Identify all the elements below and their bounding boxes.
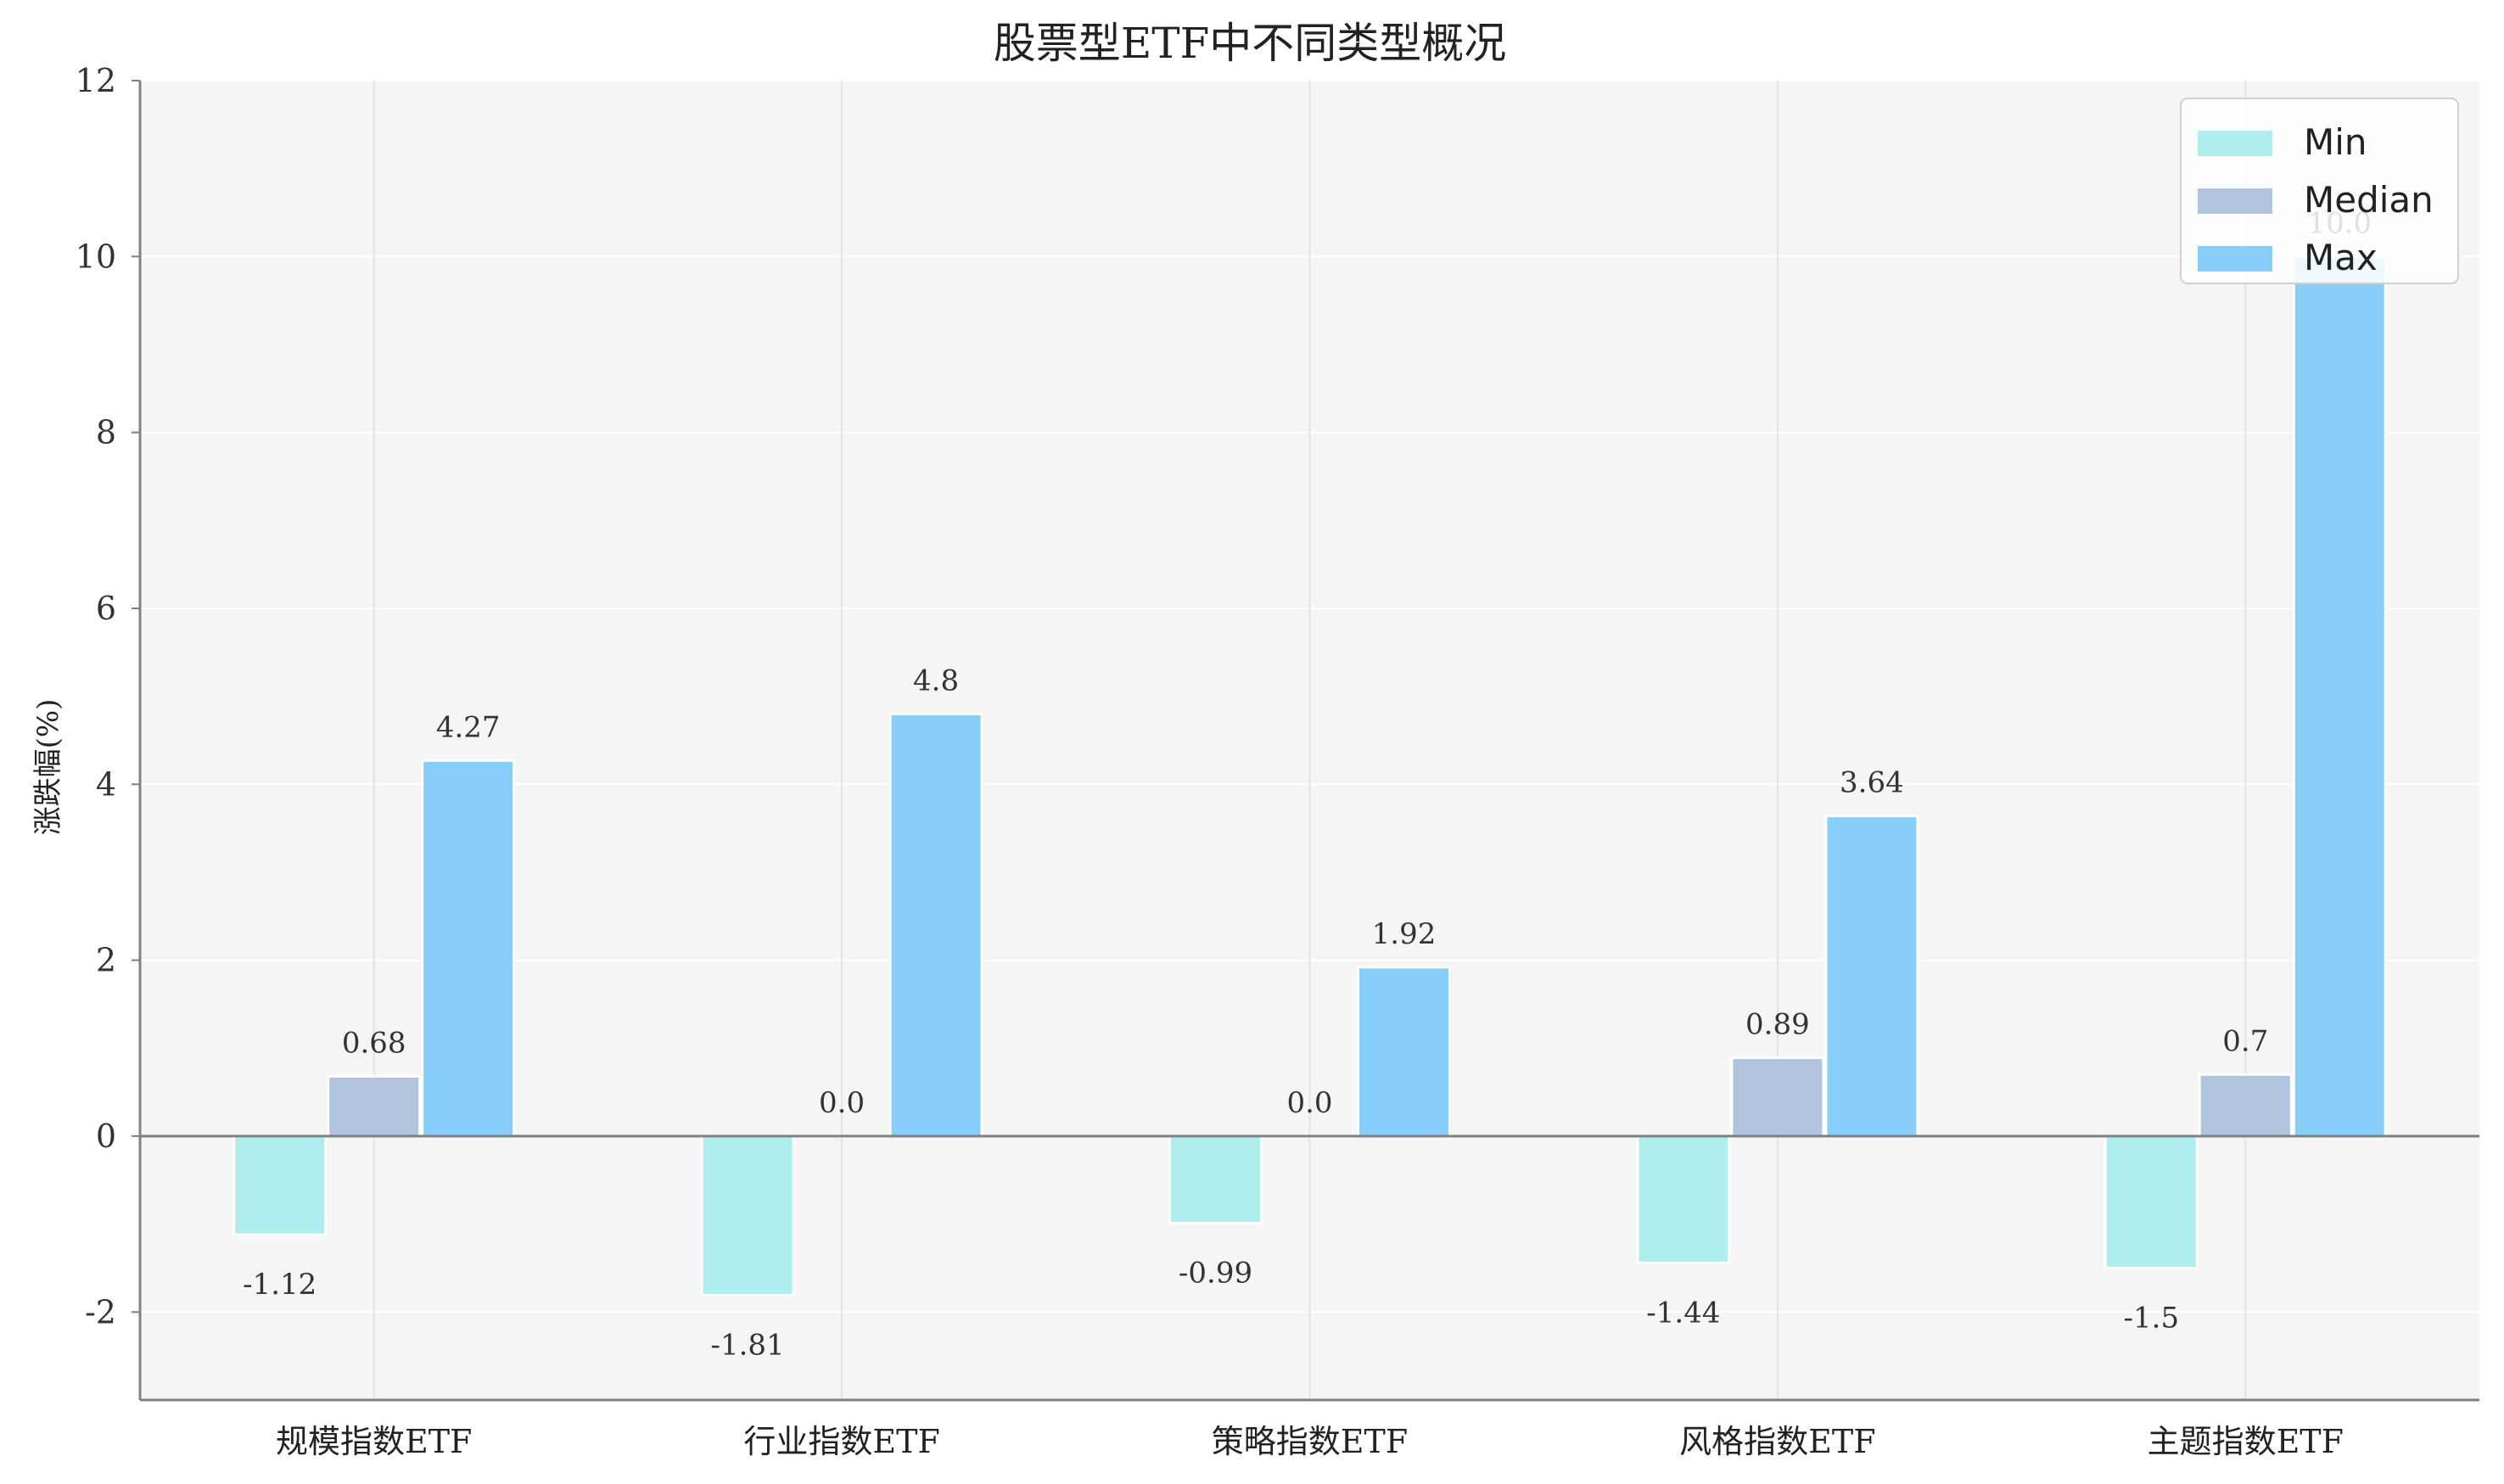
data-label: -1.12 [243,1268,317,1302]
y-tick-label: -2 [85,1293,116,1330]
bar-max [1357,966,1451,1138]
x-tick-label: 策略指数ETF [1212,1423,1408,1460]
data-label: 0.7 [2222,1024,2268,1058]
bar-max [421,759,516,1138]
y-tick-label: 4 [96,765,116,803]
bar-max [2292,255,2387,1138]
data-label: 4.8 [913,664,959,697]
y-tick-label: 2 [96,942,116,979]
x-tick-label: 风格指数ETF [1679,1423,1875,1460]
y-axis-label: 涨跌幅(%) [31,699,65,836]
data-label: 4.27 [436,710,501,744]
x-tick-label: 主题指数ETF [2148,1423,2344,1460]
plot-area: -1.12 -1.81 -0.99 -1.44 -1.5 0.68 0.0 0.0 0.89 0.… [76,62,2479,1460]
bar-min [1636,1134,1731,1264]
x-tick-label: 行业指数ETF [743,1423,939,1460]
data-label: -1.44 [1646,1296,1720,1330]
bar-max [888,712,983,1138]
legend-label-min: Min [2304,121,2367,163]
legend-swatch-max [2198,246,2272,272]
bar-max [1824,815,1919,1138]
data-label: 0.0 [1286,1086,1332,1120]
y-tick-label: 6 [96,590,116,627]
data-label: -1.5 [2124,1302,2180,1336]
legend-swatch-median [2198,188,2272,214]
y-tick-label: 8 [96,414,116,451]
bar-min [232,1134,328,1236]
y-tick-label: 12 [76,62,116,99]
data-label: 0.0 [819,1086,865,1120]
data-label: 1.92 [1372,917,1437,951]
legend-label-median: Median [2304,179,2434,221]
legend-swatch-min [2198,131,2272,156]
data-label: -0.99 [1179,1257,1252,1291]
y-tick-label: 10 [76,238,116,275]
legend-label-max: Max [2304,237,2378,278]
chart-title: 股票型ETF中不同类型概况 [994,19,1507,68]
bar-min [700,1134,795,1297]
bar-min [1168,1134,1263,1225]
bar-median [2198,1072,2293,1138]
legend: Min Median Max [2180,98,2459,284]
data-label: -1.81 [710,1329,784,1363]
x-tick-label: 规模指数ETF [276,1423,472,1460]
bar-median [327,1075,422,1138]
data-label: 3.64 [1840,766,1904,800]
data-label: 0.68 [342,1027,406,1061]
bar-min [2103,1134,2199,1269]
data-label: 0.89 [1745,1008,1810,1042]
bar-median [1730,1056,1825,1138]
y-tick-label: 0 [96,1117,116,1155]
